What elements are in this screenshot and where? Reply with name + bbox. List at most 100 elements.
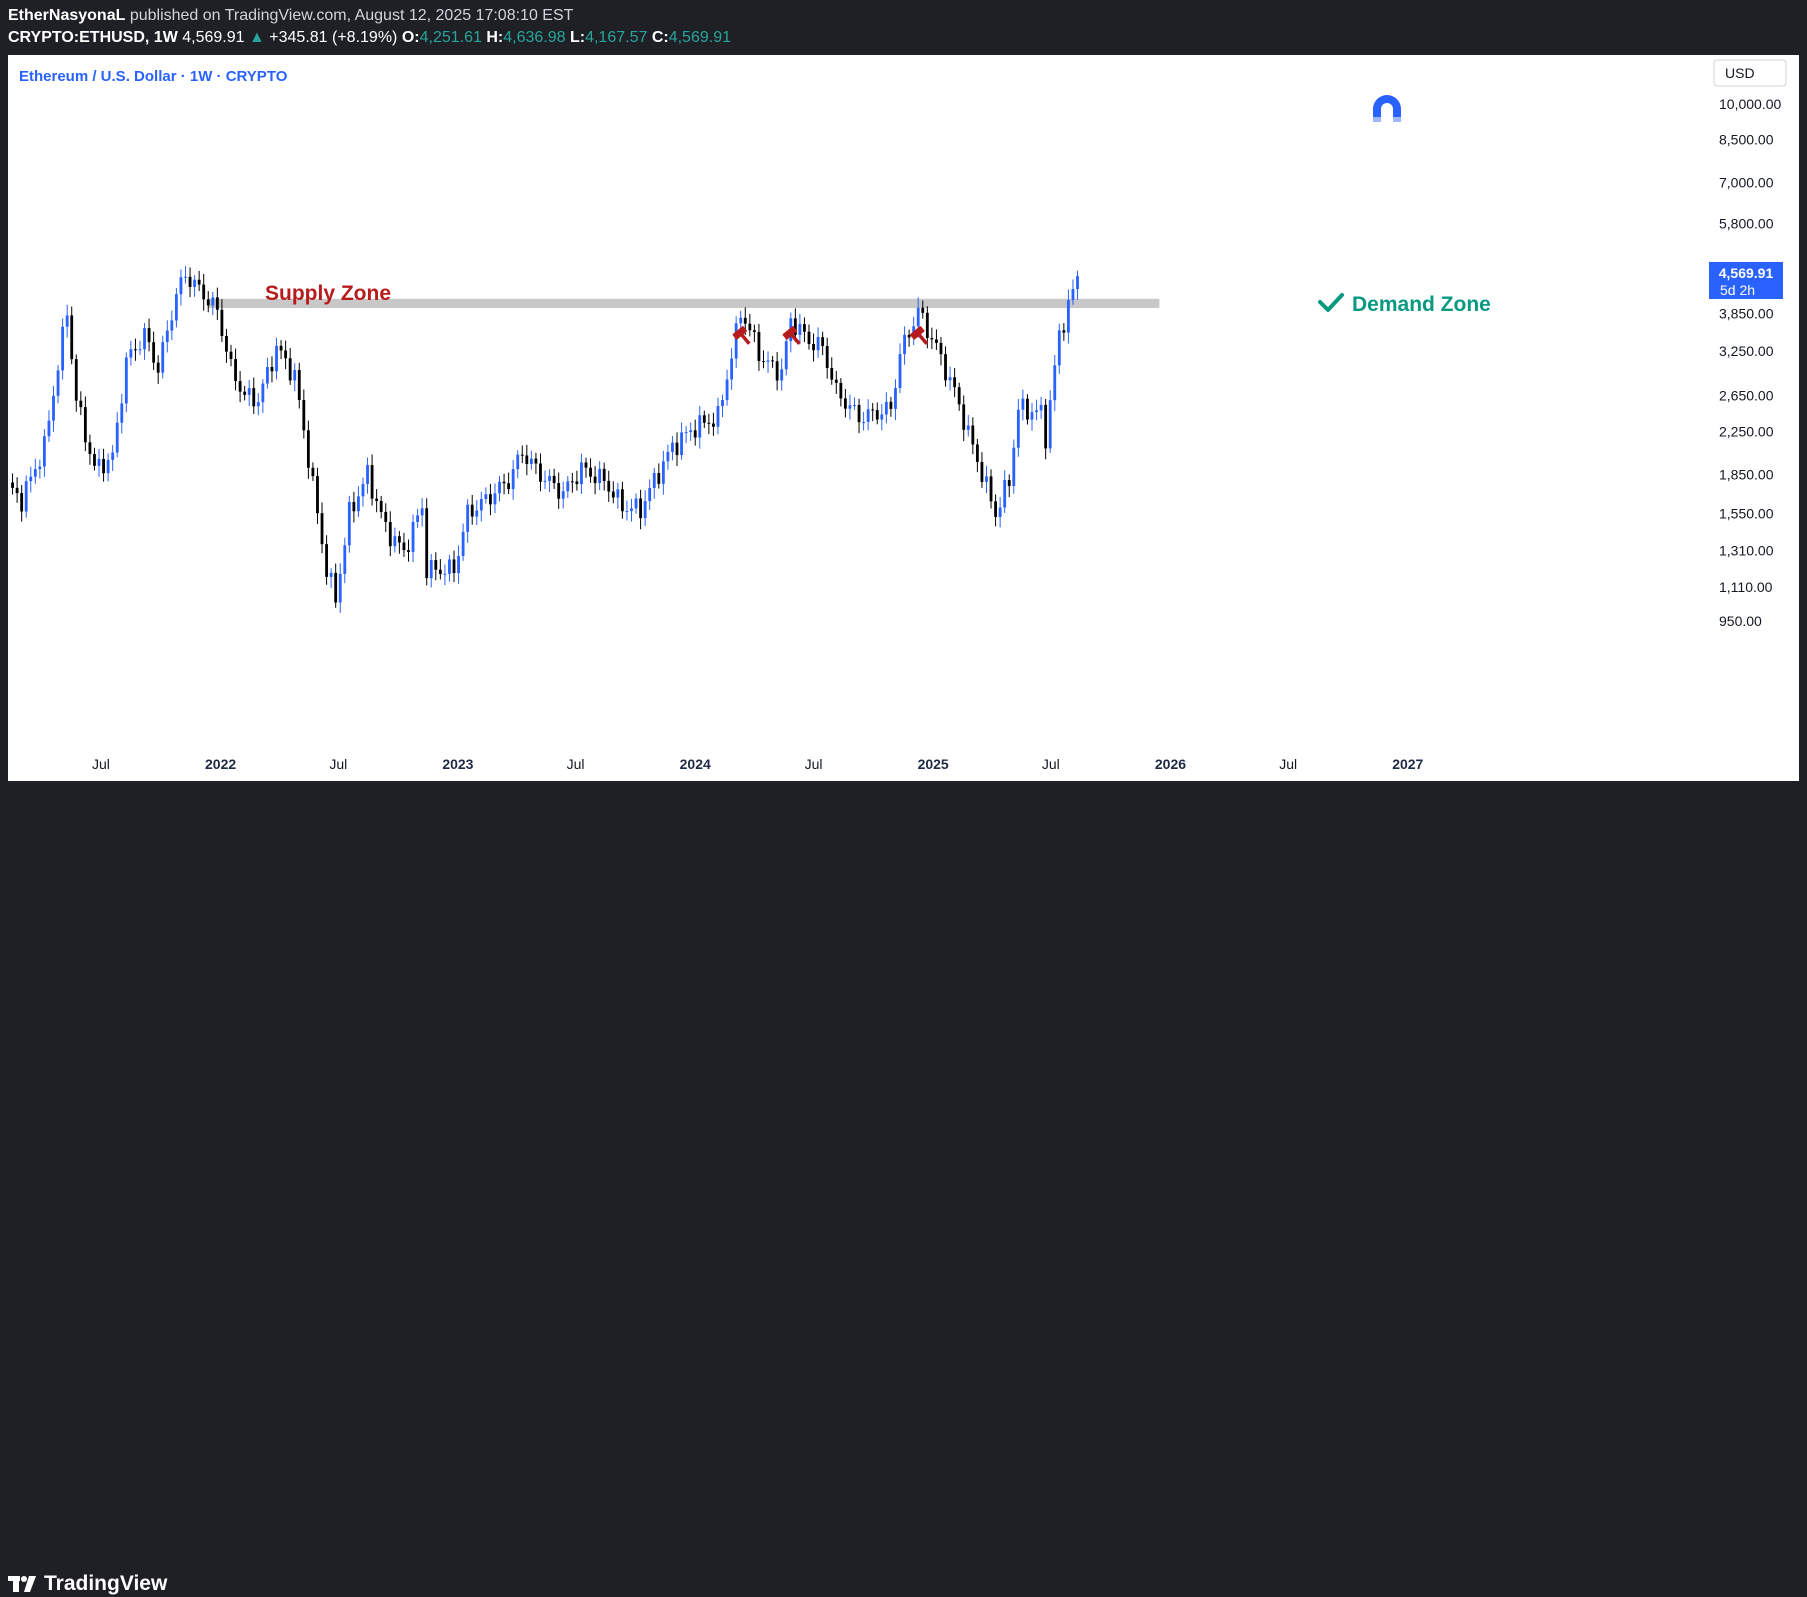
candle bbox=[20, 484, 24, 522]
candle bbox=[279, 340, 283, 360]
candle bbox=[880, 403, 884, 431]
candle bbox=[52, 386, 55, 432]
supply-demand-zone bbox=[208, 298, 1160, 309]
candle bbox=[79, 391, 83, 416]
candle bbox=[721, 394, 724, 418]
hammer-icon bbox=[910, 326, 929, 345]
candle bbox=[461, 523, 465, 561]
chart-title: Ethereum / U.S. Dollar · 1W · CRYPTO bbox=[19, 68, 288, 85]
candle bbox=[366, 457, 369, 494]
candle bbox=[106, 453, 110, 482]
candle bbox=[475, 500, 479, 526]
candle bbox=[361, 477, 365, 507]
candle bbox=[825, 337, 829, 379]
last-price-value: 4,569.91 bbox=[1719, 265, 1774, 281]
candle bbox=[88, 434, 92, 465]
candle bbox=[994, 494, 997, 527]
candle bbox=[256, 393, 260, 416]
candle bbox=[466, 499, 470, 543]
x-tick-label: 2025 bbox=[918, 756, 949, 772]
magnet-icon[interactable] bbox=[1373, 95, 1401, 122]
candle bbox=[611, 481, 615, 504]
candle bbox=[102, 448, 105, 482]
candle bbox=[752, 324, 756, 343]
open-label: O: bbox=[401, 29, 420, 46]
candle bbox=[15, 477, 19, 503]
candle bbox=[161, 335, 165, 379]
candle bbox=[302, 389, 306, 439]
candle bbox=[452, 550, 456, 582]
candle bbox=[812, 333, 815, 362]
candle bbox=[1044, 398, 1048, 460]
candle bbox=[675, 432, 679, 467]
candle bbox=[1026, 394, 1029, 425]
candle bbox=[834, 370, 838, 394]
candle bbox=[338, 563, 342, 613]
candle bbox=[470, 494, 474, 525]
candle bbox=[434, 552, 438, 581]
candle bbox=[297, 362, 301, 409]
candle bbox=[684, 426, 688, 444]
candle bbox=[38, 459, 42, 479]
y-tick-label: 2,250.00 bbox=[1719, 424, 1774, 440]
candle bbox=[803, 317, 806, 343]
candle bbox=[425, 498, 429, 586]
y-tick-label: 3,850.00 bbox=[1719, 306, 1774, 322]
candle bbox=[975, 438, 979, 473]
candle bbox=[525, 444, 529, 476]
candle bbox=[730, 348, 734, 390]
candle bbox=[1071, 279, 1075, 305]
candle bbox=[397, 531, 401, 554]
candle bbox=[384, 503, 388, 532]
candle bbox=[347, 495, 351, 553]
candle bbox=[270, 356, 274, 383]
candle bbox=[966, 414, 970, 437]
candle bbox=[661, 450, 665, 495]
candle bbox=[215, 287, 219, 320]
candle bbox=[862, 411, 866, 431]
price-chart[interactable]: 10,000.00 8,500.00 7,000.00 5,800.00 3,850.0… bbox=[8, 55, 1799, 781]
candle bbox=[325, 535, 328, 585]
x-tick-label: 2027 bbox=[1392, 756, 1423, 772]
symbol-label: CRYPTO:ETHUSD, 1W bbox=[8, 29, 178, 46]
candle bbox=[129, 340, 133, 366]
candle bbox=[593, 466, 597, 495]
candle bbox=[771, 355, 774, 368]
candle bbox=[174, 288, 178, 328]
candle bbox=[598, 461, 602, 491]
candle bbox=[220, 299, 224, 342]
candle bbox=[379, 495, 383, 519]
candle bbox=[944, 346, 947, 387]
demand-zone-label: Demand Zone bbox=[1352, 293, 1491, 316]
candle bbox=[193, 275, 197, 297]
candle bbox=[980, 452, 984, 488]
candle bbox=[252, 377, 256, 414]
tradingview-logo[interactable]: TradingView bbox=[8, 1571, 167, 1597]
candle bbox=[580, 453, 583, 494]
candle bbox=[411, 514, 415, 563]
candle bbox=[657, 463, 661, 489]
candle bbox=[948, 366, 952, 391]
candle bbox=[816, 327, 820, 358]
candle bbox=[898, 343, 902, 394]
candle bbox=[493, 483, 497, 513]
candle bbox=[429, 553, 433, 588]
candle bbox=[839, 378, 843, 407]
candle bbox=[625, 500, 629, 521]
candle bbox=[857, 398, 861, 434]
candle bbox=[1035, 399, 1038, 421]
author-name[interactable]: EtherNasyonaL bbox=[8, 7, 126, 24]
candle bbox=[74, 354, 78, 412]
candle bbox=[1057, 323, 1061, 374]
last-price: 4,569.91 bbox=[182, 29, 245, 46]
currency-button[interactable]: USD bbox=[1713, 59, 1787, 87]
candle bbox=[416, 508, 420, 528]
candle bbox=[311, 462, 315, 481]
candle bbox=[352, 491, 356, 523]
x-tick-label: Jul bbox=[329, 756, 347, 772]
candle bbox=[320, 502, 324, 554]
candle bbox=[1053, 355, 1057, 412]
candle bbox=[329, 568, 333, 589]
candle bbox=[288, 347, 292, 385]
candle bbox=[707, 413, 711, 435]
